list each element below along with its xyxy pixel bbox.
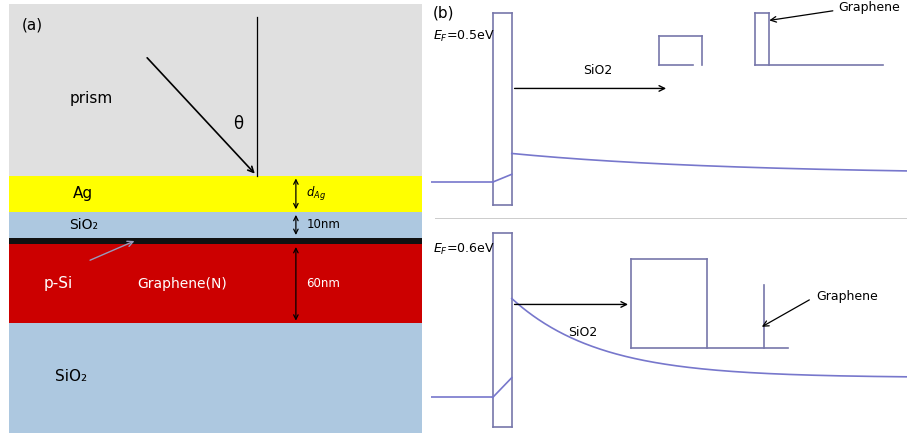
Bar <box>9 244 422 323</box>
Text: $E_F$=0.5eV: $E_F$=0.5eV <box>434 29 495 44</box>
Text: prism: prism <box>70 91 113 106</box>
Text: SiO2: SiO2 <box>583 64 612 77</box>
Text: SiO2: SiO2 <box>569 326 598 339</box>
Text: $d_{Ag}$: $d_{Ag}$ <box>307 185 327 203</box>
Text: p-Si: p-Si <box>44 276 73 291</box>
Text: Graphene: Graphene <box>816 290 878 303</box>
Text: 60nm: 60nm <box>307 277 340 290</box>
Text: (a): (a) <box>22 17 43 32</box>
Text: 10nm: 10nm <box>307 218 340 232</box>
Bar <box>9 176 422 212</box>
Text: (b): (b) <box>434 5 454 20</box>
Bar <box>9 4 422 176</box>
Text: $E_F$=0.6eV: $E_F$=0.6eV <box>434 242 495 257</box>
Text: SiO₂: SiO₂ <box>69 218 98 232</box>
Text: Graphene(N): Graphene(N) <box>138 277 228 291</box>
Text: SiO₂: SiO₂ <box>55 369 87 385</box>
Text: Graphene: Graphene <box>838 1 900 14</box>
Bar <box>9 212 422 238</box>
Text: Ag: Ag <box>73 186 93 201</box>
Bar <box>9 238 422 244</box>
Bar <box>9 323 422 433</box>
Text: θ: θ <box>233 115 243 133</box>
